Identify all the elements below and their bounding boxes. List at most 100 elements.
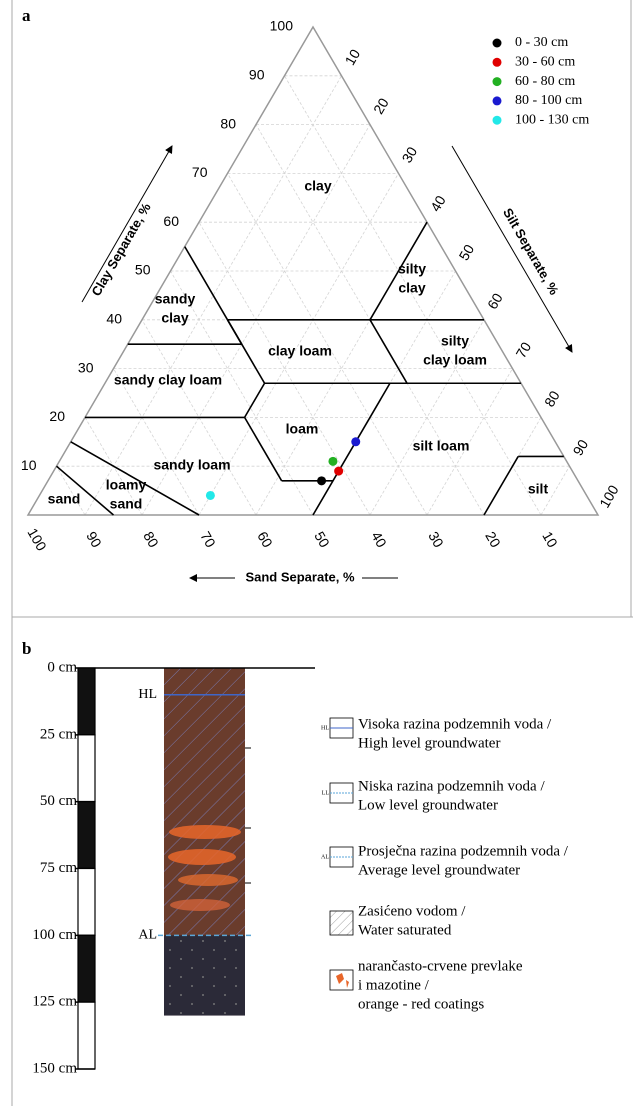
ruler-segment (78, 935, 95, 1002)
legend-marker (493, 96, 502, 105)
legend-label: Average level groundwater (358, 862, 520, 878)
clay-tick-label: 40 (106, 311, 122, 327)
sand-tick-label: 40 (368, 529, 390, 551)
axis-title: Silt Separate, % (500, 205, 562, 297)
class-label: clay (161, 310, 188, 326)
legend-label: 30 - 60 cm (515, 55, 575, 70)
class-boundary (245, 383, 265, 417)
grid-line (171, 271, 314, 515)
class-label: clay (398, 280, 425, 296)
class-boundary (484, 456, 518, 515)
depth-tick-label: 25 cm (40, 726, 77, 742)
sand-tick-label: 30 (425, 529, 447, 551)
class-boundary (370, 320, 407, 383)
depth-tick-label: 0 cm (47, 659, 77, 675)
class-label: clay loam (268, 343, 332, 359)
figure: a b Clay Separate, % Silt Separate, % Sa… (0, 0, 633, 1106)
legend-label: Prosječna razina podzemnih voda / (358, 843, 569, 859)
sand-tick-label: 20 (482, 529, 504, 551)
sand-tick-label: 50 (311, 529, 333, 551)
depth-tick-label: 75 cm (40, 860, 77, 876)
axis-title: Clay Separate, % (88, 200, 154, 299)
legend-marker (493, 77, 502, 86)
legend-label: Low level groundwater (358, 797, 498, 813)
saturated-hatch (164, 668, 245, 935)
class-label: silt loam (413, 438, 470, 454)
lower-dots (164, 935, 245, 1015)
data-point (328, 457, 337, 466)
class-boundary (313, 383, 390, 515)
legend-icon-label: HL (321, 725, 329, 731)
clay-tick-label: 20 (49, 408, 65, 424)
silt-tick-label: 90 (570, 437, 592, 459)
sand-tick-label: 100 (24, 525, 50, 553)
data-point (351, 437, 360, 446)
sand-tick-label: 70 (197, 529, 219, 551)
class-boundary (245, 417, 282, 480)
data-point (317, 476, 326, 485)
legend-marker (493, 39, 502, 48)
sand-tick-label: 90 (83, 529, 105, 551)
clay-tick-label: 80 (220, 115, 236, 131)
class-label: sandy clay loam (114, 372, 222, 388)
clay-tick-label: 90 (249, 67, 265, 83)
panel-label: a (22, 6, 31, 25)
class-label: loam (286, 421, 319, 437)
class-label: silt (528, 481, 549, 497)
depth-tick-label: 150 cm (32, 1060, 77, 1076)
legend-label: narančasto-crvene prevlake (358, 958, 523, 974)
silt-tick-label: 70 (513, 339, 535, 361)
ruler-segment (78, 735, 95, 802)
clay-tick-label: 100 (270, 18, 294, 34)
depth-tick-label: 100 cm (32, 927, 77, 943)
legend-label: 80 - 100 cm (515, 93, 582, 108)
ruler-segment (78, 869, 95, 936)
class-label: sand (110, 496, 143, 512)
legend-icon-label: AL (321, 854, 329, 860)
class-boundary (228, 320, 265, 383)
class-label: silty (441, 333, 469, 349)
legend-label: Zasićeno vodom / (358, 903, 466, 919)
level-label: HL (138, 687, 157, 702)
clay-tick-label: 10 (21, 457, 37, 473)
legend-label: Niska razina podzemnih voda / (358, 778, 545, 794)
grid-line (114, 369, 200, 515)
legend-icon-label: LL (322, 790, 330, 796)
silt-tick-label: 30 (399, 144, 421, 166)
sand-tick-label: 60 (254, 529, 276, 551)
ruler-segment (78, 1002, 95, 1069)
depth-tick-label: 50 cm (40, 793, 77, 809)
clay-tick-label: 70 (192, 164, 208, 180)
silt-tick-label: 80 (541, 388, 563, 410)
legend-label: High level groundwater (358, 735, 500, 751)
data-point (334, 467, 343, 476)
legend-label: 60 - 80 cm (515, 74, 575, 89)
legend-label: i mazotine / (358, 977, 430, 993)
axis-title: Sand Separate, % (245, 569, 355, 584)
class-label: loamy (106, 477, 147, 493)
legend-label: Visoka razina podzemnih voda / (358, 716, 552, 732)
legend-marker (493, 58, 502, 67)
clay-tick-label: 30 (78, 359, 94, 375)
data-point (206, 491, 215, 500)
silt-tick-label: 40 (427, 193, 449, 215)
ruler-segment (78, 668, 95, 735)
ruler-segment (78, 802, 95, 869)
legend-label: 0 - 30 cm (515, 35, 568, 50)
level-label: AL (138, 928, 157, 943)
class-label: clay loam (423, 352, 487, 368)
sand-tick-label: 80 (140, 529, 162, 551)
clay-tick-label: 50 (135, 262, 151, 278)
silt-tick-label: 100 (596, 482, 622, 510)
clay-tick-label: 60 (163, 213, 179, 229)
sand-tick-label: 10 (539, 529, 561, 551)
panel-label: b (22, 639, 31, 658)
class-label: sandy (155, 291, 196, 307)
legend-marker (493, 116, 502, 125)
depth-tick-label: 125 cm (32, 994, 77, 1010)
class-label: sandy loam (153, 457, 230, 473)
class-label: silty (398, 261, 426, 277)
legend-label: 100 - 130 cm (515, 112, 589, 127)
class-label: clay (304, 178, 331, 194)
legend-label: orange - red coatings (358, 996, 484, 1012)
